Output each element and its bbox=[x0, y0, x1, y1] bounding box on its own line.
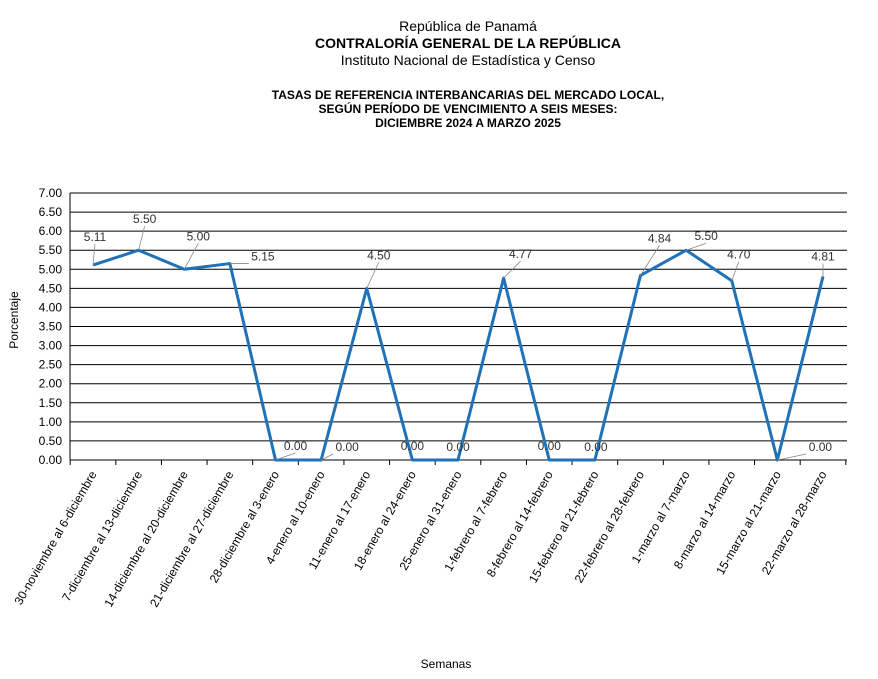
y-tick-label: 3.50 bbox=[39, 320, 63, 334]
data-label: 5.50 bbox=[133, 212, 157, 226]
y-tick-label: 4.00 bbox=[39, 300, 63, 314]
data-label: 0.00 bbox=[335, 440, 359, 454]
y-tick-label: 5.00 bbox=[39, 262, 63, 276]
y-tick-label: 7.00 bbox=[39, 186, 63, 200]
y-tick-label: 2.00 bbox=[39, 377, 63, 391]
chart-title-line1: TASAS DE REFERENCIA INTERBANCARIAS DEL M… bbox=[271, 88, 665, 102]
leader-line bbox=[275, 452, 296, 461]
x-tick-label: 30-noviembre al 6-diciembre bbox=[11, 468, 99, 607]
chart-title-line3: DICIEMBRE 2024 A MARZO 2025 bbox=[375, 116, 561, 130]
y-axis-title: Porcentaje bbox=[7, 291, 21, 349]
y-tick-label: 4.50 bbox=[39, 281, 63, 295]
y-tick-label: 6.50 bbox=[39, 205, 63, 219]
leader-line bbox=[92, 244, 96, 266]
header-institute: Instituto Nacional de Estadística y Cens… bbox=[340, 52, 596, 68]
data-label: 4.70 bbox=[727, 248, 751, 262]
header-country: República de Panamá bbox=[399, 18, 537, 34]
y-tick-label: 3.00 bbox=[39, 339, 63, 353]
leader-line bbox=[503, 260, 521, 279]
data-label: 4.77 bbox=[509, 247, 533, 261]
data-label: 0.00 bbox=[284, 439, 308, 453]
leader-line bbox=[685, 242, 707, 251]
data-label: 5.15 bbox=[251, 250, 275, 264]
y-tick-label: 0.50 bbox=[39, 434, 63, 448]
data-label: 5.11 bbox=[84, 230, 107, 244]
header-institution: CONTRALORÍA GENERAL DE LA REPÚBLICA bbox=[315, 35, 621, 51]
leader-line bbox=[731, 261, 740, 281]
data-label: 5.50 bbox=[694, 229, 718, 243]
data-line bbox=[92, 248, 825, 462]
y-tick-label: 1.00 bbox=[39, 415, 63, 429]
x-tick-label: 14-diciembre al 20-diciembre bbox=[101, 468, 191, 609]
y-tick-label: 0.00 bbox=[39, 453, 63, 467]
y-tick-label: 6.00 bbox=[39, 224, 63, 238]
leader-line bbox=[183, 243, 199, 270]
x-tick-label: 7-diciembre al 13-diciembre bbox=[59, 468, 145, 604]
leader-line bbox=[320, 453, 334, 461]
y-tick-label: 5.50 bbox=[39, 243, 63, 257]
y-tick-label: 2.50 bbox=[39, 358, 63, 372]
chart-title-line2: SEGÚN PERÍODO DE VENCIMIENTO A SEIS MESE… bbox=[318, 102, 618, 116]
data-label: 0.00 bbox=[809, 440, 833, 454]
x-tick-label: 21-diciembre al 27-diciembre bbox=[147, 468, 237, 609]
data-label: 4.50 bbox=[367, 248, 391, 262]
leader-line bbox=[366, 262, 380, 289]
x-axis-title: Semanas bbox=[421, 657, 472, 671]
data-label: 0.00 bbox=[446, 440, 470, 454]
leader-line bbox=[138, 226, 146, 251]
data-label: 0.00 bbox=[584, 440, 608, 454]
data-label: 4.81 bbox=[811, 250, 835, 264]
data-label: 4.84 bbox=[648, 231, 672, 245]
data-label: 0.00 bbox=[538, 439, 562, 453]
data-label: 5.00 bbox=[187, 229, 211, 243]
leader-line bbox=[640, 245, 660, 276]
leader-line bbox=[777, 453, 807, 461]
data-label: 0.00 bbox=[401, 439, 425, 453]
y-tick-label: 1.50 bbox=[39, 396, 63, 410]
